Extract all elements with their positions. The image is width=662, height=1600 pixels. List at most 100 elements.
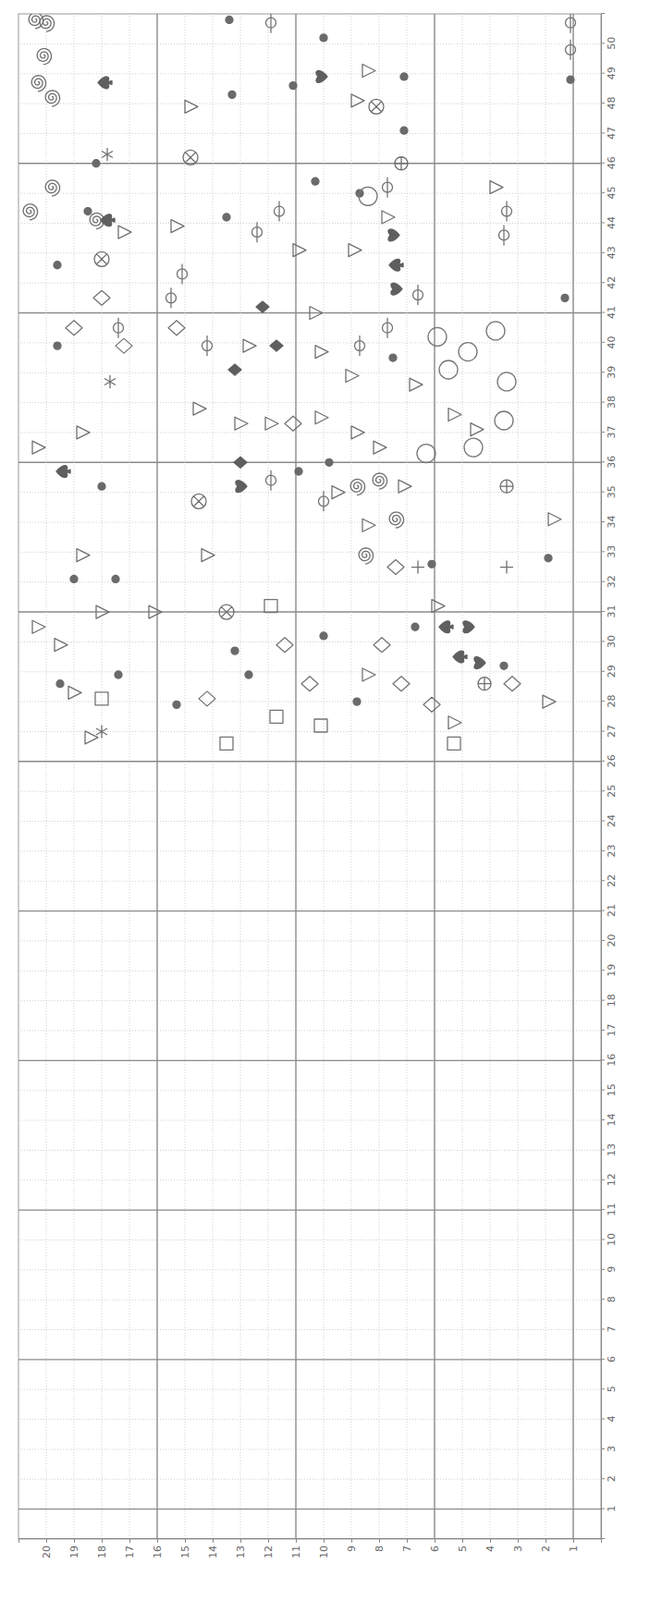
grid-line xyxy=(18,1329,601,1331)
marker xyxy=(228,90,236,99)
tick-mark xyxy=(600,940,605,942)
marker xyxy=(68,686,82,699)
marker xyxy=(548,513,562,527)
series-triangle xyxy=(32,63,562,744)
tick: 24 xyxy=(600,814,618,828)
marker xyxy=(318,490,330,512)
tick: 18 xyxy=(600,993,618,1007)
tick: 4 xyxy=(600,1416,618,1423)
marker xyxy=(319,632,328,640)
grid-line xyxy=(406,13,408,1540)
tick-mark xyxy=(600,371,605,373)
marker xyxy=(358,548,373,564)
tick: 15 xyxy=(179,1539,192,1559)
grid-line xyxy=(240,13,242,1540)
tick-label: 35 xyxy=(605,485,618,499)
tick-label: 27 xyxy=(605,724,618,738)
grid-line xyxy=(18,73,601,74)
grid-line xyxy=(18,881,601,883)
marker xyxy=(113,318,124,339)
tick-label: 18 xyxy=(605,993,618,1007)
tick-mark xyxy=(600,1000,605,1002)
marker xyxy=(96,605,110,619)
marker xyxy=(413,284,424,306)
marker xyxy=(348,244,362,258)
tick-mark xyxy=(600,1238,605,1240)
tick-label: 11 xyxy=(605,1203,618,1217)
marker xyxy=(225,15,233,24)
grid-line xyxy=(18,1000,601,1002)
marker xyxy=(23,204,37,221)
marker xyxy=(100,214,115,227)
marker xyxy=(191,493,207,509)
marker xyxy=(453,650,467,663)
grid-line xyxy=(294,13,296,1540)
tick: 5 xyxy=(600,1385,618,1393)
grid-line xyxy=(212,13,214,1540)
marker xyxy=(490,181,503,195)
marker xyxy=(45,90,60,107)
tick-label: 8 xyxy=(373,1545,386,1553)
tick: 2 xyxy=(539,1539,552,1553)
grid-line xyxy=(18,491,601,493)
tick-mark xyxy=(600,491,605,493)
marker xyxy=(228,364,242,376)
tick-label: 9 xyxy=(605,1266,618,1274)
grid-line xyxy=(73,13,75,1540)
series-diamond xyxy=(65,290,521,712)
tick-label: 15 xyxy=(605,1083,618,1097)
marker xyxy=(447,736,461,750)
tick-mark xyxy=(600,102,605,104)
tick-mark xyxy=(600,1119,605,1121)
marker xyxy=(409,378,423,392)
grid-line xyxy=(129,13,131,1540)
tick: 44 xyxy=(600,216,618,230)
marker xyxy=(423,697,441,712)
tick-mark xyxy=(406,1539,408,1544)
marker xyxy=(565,13,577,34)
tick-label: 38 xyxy=(605,395,618,409)
marker xyxy=(478,677,491,691)
tick: 18 xyxy=(96,1539,109,1559)
marker xyxy=(36,49,51,65)
grid-line xyxy=(18,372,601,374)
axis-line xyxy=(19,1539,602,1545)
marker xyxy=(448,408,462,422)
tick-mark xyxy=(600,252,605,254)
grid-line xyxy=(18,342,601,344)
tick-mark xyxy=(600,551,605,552)
marker xyxy=(331,486,345,500)
grid-line xyxy=(323,13,325,1540)
grid xyxy=(18,13,601,1540)
tick-label: 43 xyxy=(605,245,618,259)
tick: 12 xyxy=(600,1173,618,1187)
tick-label: 13 xyxy=(234,1545,247,1559)
marker xyxy=(269,710,283,724)
tick: 34 xyxy=(600,515,618,529)
marker xyxy=(392,676,410,692)
grid-line xyxy=(18,671,601,673)
tick: 28 xyxy=(600,695,618,709)
marker xyxy=(269,340,283,352)
tick: 22 xyxy=(600,874,618,888)
marker xyxy=(56,465,71,479)
tick-label: 2 xyxy=(539,1545,552,1553)
tick-mark xyxy=(600,1029,605,1031)
tick-mark xyxy=(323,1539,325,1544)
tick-mark xyxy=(129,1539,131,1544)
marker xyxy=(53,261,62,270)
grid-line xyxy=(18,641,601,643)
tick-label: 25 xyxy=(605,784,618,798)
tick-label: 24 xyxy=(605,814,618,828)
marker xyxy=(311,177,319,185)
grid-line xyxy=(18,1030,601,1032)
grid-line xyxy=(18,1179,601,1181)
tick: 50 xyxy=(600,36,618,50)
grid-line xyxy=(545,13,547,1540)
marker xyxy=(168,320,185,336)
tick: 47 xyxy=(600,126,618,140)
tick: 2 xyxy=(600,1475,618,1483)
tick-mark xyxy=(600,1478,605,1480)
tick-label: 7 xyxy=(605,1326,618,1334)
tick-label: 3 xyxy=(605,1446,618,1453)
